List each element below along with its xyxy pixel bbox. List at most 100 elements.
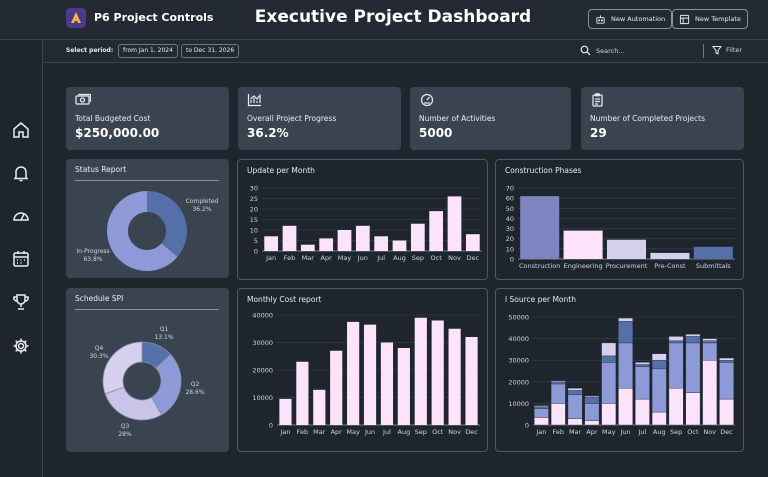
- period-label: Select period:: [66, 47, 114, 54]
- slice-category-label: Q3: [121, 423, 130, 430]
- new-template-label: New Template: [695, 15, 741, 23]
- new-automation-button[interactable]: New Automation: [588, 9, 673, 29]
- y-tick-label: 10000: [252, 394, 273, 402]
- x-tick-label: Mar: [313, 428, 326, 436]
- x-tick-label: Nov: [448, 254, 461, 262]
- bar-segment: [668, 336, 684, 341]
- slice-value-label: 36.2%: [192, 206, 211, 213]
- slice-value-label: 63.8%: [83, 256, 102, 263]
- x-tick-label: Construction: [519, 262, 560, 270]
- bar-segment: [719, 398, 734, 426]
- title-underline: [75, 309, 219, 310]
- bar-segment: [601, 362, 617, 404]
- date-from-field[interactable]: from Jan 1, 2024: [118, 44, 178, 58]
- bar: [447, 196, 462, 251]
- bar: [313, 389, 326, 425]
- bar-segment: [601, 403, 617, 426]
- panel-title: Status Report: [75, 165, 127, 174]
- filter-divider: [703, 44, 704, 58]
- source-per-month-panel: l Source per Month 0 10000 20000 30000 40000…: [495, 288, 744, 452]
- bar: [330, 350, 343, 425]
- home-icon[interactable]: [11, 120, 31, 140]
- bar: [380, 342, 394, 425]
- search-input[interactable]: Search...: [580, 45, 625, 56]
- x-tick-label: Dec: [465, 428, 478, 436]
- bar-segment: [534, 408, 549, 418]
- filter-button[interactable]: Filter: [712, 45, 742, 55]
- bell-icon[interactable]: [11, 163, 31, 183]
- y-tick-label: 30: [506, 225, 514, 233]
- bar: [465, 234, 480, 251]
- bar: [606, 239, 647, 259]
- trophy-icon[interactable]: [11, 292, 31, 312]
- x-tick-label: Apr: [331, 428, 343, 436]
- x-tick-label: Dec: [467, 254, 480, 262]
- bar: [465, 337, 478, 425]
- filter-label: Filter: [726, 46, 743, 54]
- x-tick-label: Jan: [535, 428, 546, 436]
- x-tick-label: Procurement: [606, 262, 648, 270]
- date-to-field[interactable]: to Dec 31, 2026: [181, 44, 240, 58]
- bar-segment: [601, 342, 617, 357]
- x-tick-label: Apr: [586, 428, 598, 436]
- x-tick-label: Nov: [703, 428, 716, 436]
- slice-value-label: 30.3%: [89, 353, 108, 360]
- x-tick-label: Sep: [670, 428, 682, 436]
- kpi-label: Number of Completed Projects: [590, 114, 705, 123]
- bar: [374, 236, 389, 251]
- bar: [282, 225, 297, 251]
- slice-category-label: In-Progress: [76, 248, 109, 255]
- sidebar: [0, 0, 43, 477]
- bar-segment: [567, 388, 583, 391]
- bar: [392, 240, 407, 251]
- x-tick-label: Aug: [653, 428, 666, 436]
- bar-segment: [584, 395, 600, 398]
- bar-segment: [685, 342, 701, 393]
- bar-segment: [685, 392, 701, 426]
- bar-segment: [618, 388, 633, 426]
- bar-segment: [635, 364, 650, 367]
- monthly-cost-bar-chart: 0 10000 20000 30000 40000 Jan Feb Mar Apr May Jun J…: [252, 312, 480, 436]
- app-logo[interactable]: [66, 8, 86, 28]
- top-header: P6 Project Controls Executive Project Da…: [0, 0, 768, 40]
- slice-value-label: 28%: [118, 431, 132, 438]
- gear-icon[interactable]: [11, 336, 31, 356]
- y-tick-label: 10: [250, 227, 258, 235]
- kpi-value: $250,000.00: [75, 126, 160, 140]
- update-per-month-panel: Update per Month 0 5 10 15 20 25 30 Jan Feb Mar Ap…: [237, 159, 488, 280]
- schedule-spi-panel: Schedule SPI Q1 13.1% Q2 28.6% Q3 28% Q4 30.3%: [66, 288, 229, 452]
- y-tick-label: 40000: [252, 312, 273, 320]
- x-tick-label: Jun: [364, 428, 375, 436]
- filter-bar: Select period: from Jan 1, 2024 to Dec 3…: [43, 40, 768, 63]
- x-tick-label: Mar: [302, 254, 315, 262]
- bar: [355, 225, 370, 251]
- y-tick-label: 40: [506, 215, 514, 223]
- bar-segment: [534, 417, 549, 426]
- gauge-icon[interactable]: [11, 206, 31, 226]
- bar-segment: [550, 383, 566, 404]
- calendar-icon[interactable]: [11, 249, 31, 269]
- x-tick-label: May: [346, 428, 360, 436]
- donut-slice: [102, 341, 143, 395]
- bar: [279, 398, 292, 425]
- slice-category-label: Completed: [186, 198, 219, 205]
- y-tick-label: 5: [254, 237, 258, 245]
- bar-segment: [719, 362, 734, 400]
- gauge-icon: [420, 93, 434, 107]
- monthly-cost-panel: Monthly Cost report 0 10000 20000 30000 4000…: [237, 288, 488, 452]
- panel-title: Construction Phases: [505, 166, 582, 175]
- search-icon: [580, 45, 591, 56]
- template-icon: [679, 14, 690, 24]
- bar-segment: [719, 359, 734, 363]
- y-tick-label: 30: [250, 185, 258, 193]
- bar-segment: [584, 396, 600, 404]
- x-tick-label: Jul: [376, 254, 385, 262]
- donut-slice: [104, 386, 162, 421]
- y-tick-label: 10: [506, 245, 514, 253]
- y-tick-label: 30000: [252, 339, 273, 347]
- slice-category-label: Q2: [191, 381, 200, 388]
- new-template-button[interactable]: New Template: [672, 9, 748, 29]
- bar-segment: [550, 380, 566, 383]
- bar-segment: [635, 366, 650, 400]
